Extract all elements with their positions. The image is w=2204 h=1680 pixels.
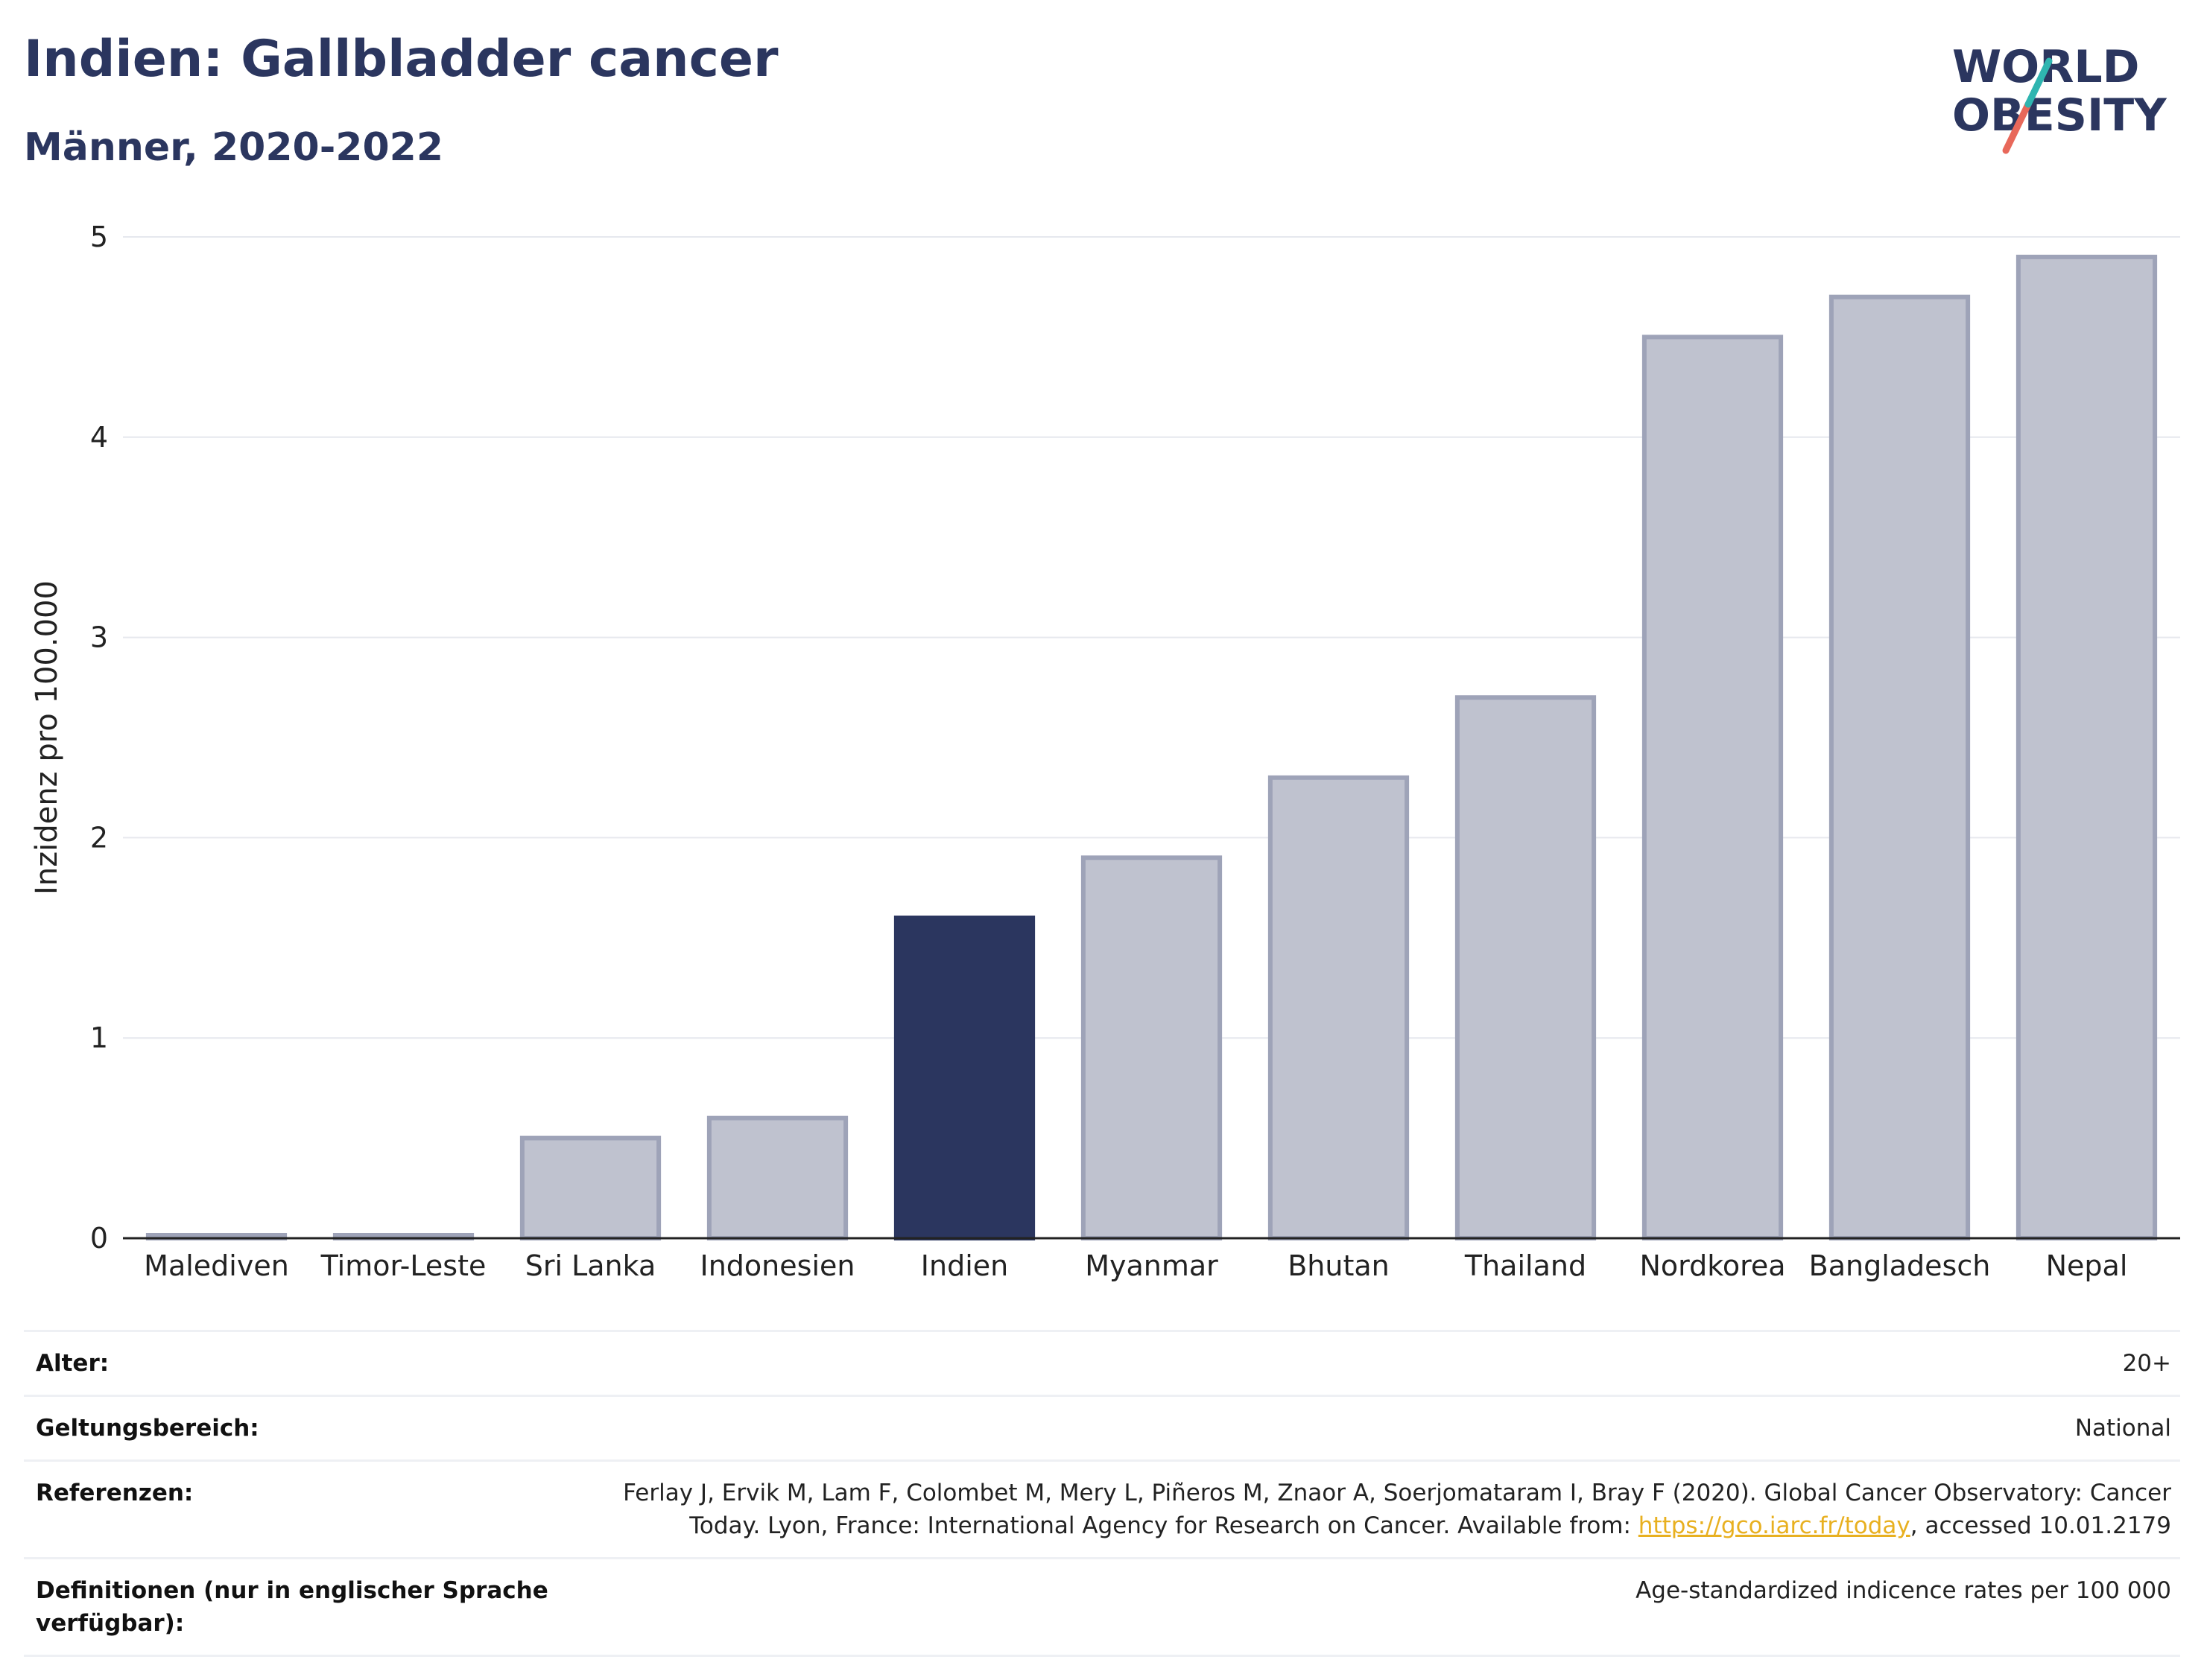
x-tick-label: Indien: [921, 1249, 1008, 1282]
x-tick-label: Nepal: [2046, 1249, 2128, 1282]
bar-sri lanka: [519, 1135, 662, 1240]
meta-row-age: Alter: 20+: [24, 1330, 2180, 1395]
bar-bangladesch: [1828, 294, 1971, 1240]
y-tick-label: 2: [90, 821, 108, 854]
age-value: 20+: [2122, 1350, 2171, 1377]
y-tick-label: 4: [90, 421, 108, 454]
x-tick-label: Bangladesch: [1809, 1249, 1991, 1282]
world-obesity-logo: WORLD OBESITY: [1952, 41, 2167, 154]
y-tick-label: 5: [90, 221, 108, 253]
bar-nordkorea: [1641, 335, 1784, 1240]
logo-word-obesity: OBESITY: [1952, 89, 2167, 142]
definitions-value: Age-standardized indicence rates per 100…: [1635, 1577, 2171, 1604]
bar-bhutan: [1267, 775, 1410, 1240]
bar-indonesien: [706, 1115, 849, 1240]
y-tick-labels: 0 1 2 3 4 5: [90, 221, 108, 1255]
bar-chart: 0 1 2 3 4 5 Malediven Timor-Leste Sri Lanka Indo…: [30, 221, 2180, 1282]
definitions-label: Definitionen (nur in englischer Sprache …: [24, 1574, 557, 1640]
logo-slash-red: [2002, 101, 2032, 154]
references-text-3: , accessed 10.01.2179: [1910, 1512, 2171, 1539]
y-axis-title: Inzidenz pro 100.000: [30, 580, 64, 895]
x-tick-label: Bhutan: [1288, 1249, 1390, 1282]
references-link[interactable]: https://gco.iarc.fr/today: [1638, 1512, 1910, 1539]
meta-row-definitions: Definitionen (nur in englischer Sprache …: [24, 1557, 2180, 1657]
x-tick-label: Indonesien: [700, 1249, 855, 1282]
x-tick-label: Thailand: [1464, 1249, 1586, 1282]
references-text-2: Today. Lyon, France: International Agenc…: [689, 1512, 1638, 1539]
bar-myanmar: [1080, 855, 1223, 1241]
metadata-table: Alter: 20+ Geltungsbereich: National Ref…: [24, 1330, 2180, 1657]
x-tick-label: Sri Lanka: [525, 1249, 656, 1282]
meta-row-scope: Geltungsbereich: National: [24, 1395, 2180, 1459]
x-tick-label: Myanmar: [1085, 1249, 1218, 1282]
references-line-1: Ferlay J, Ervik M, Lam F, Colombet M, Me…: [623, 1480, 2171, 1506]
y-tick-label: 3: [90, 621, 108, 654]
y-tick-label: 0: [90, 1222, 108, 1255]
logo-slash-teal: [2024, 57, 2053, 108]
references-label: Referenzen:: [36, 1480, 194, 1506]
page-subtitle: Männer, 2020-2022: [24, 125, 444, 170]
x-tick-label: Malediven: [144, 1249, 289, 1282]
x-tick-labels: Malediven Timor-Leste Sri Lanka Indonesien I…: [144, 1249, 2127, 1282]
definitions-label-line-2: verfügbar):: [36, 1610, 185, 1637]
scope-value: National: [2074, 1415, 2171, 1442]
scope-label: Geltungsbereich:: [36, 1415, 259, 1442]
meta-row-references: Referenzen: Ferlay J, Ervik M, Lam F, Co…: [24, 1459, 2180, 1557]
bar-nepal: [2015, 254, 2158, 1240]
age-label: Alter:: [36, 1350, 110, 1377]
definitions-label-line-1: Definitionen (nur in englischer Sprache: [36, 1577, 548, 1604]
bar-thailand: [1454, 695, 1597, 1240]
page-title: Indien: Gallbladder cancer: [24, 30, 779, 89]
y-tick-label: 1: [90, 1021, 108, 1054]
bar-indien: [893, 915, 1036, 1241]
x-tick-label: Nordkorea: [1639, 1249, 1785, 1282]
bars: [145, 254, 2158, 1241]
references-value: Ferlay J, Ervik M, Lam F, Colombet M, Me…: [623, 1477, 2180, 1542]
x-tick-label: Timor-Leste: [320, 1249, 487, 1282]
references-line-2: Today. Lyon, France: International Agenc…: [623, 1509, 2171, 1542]
